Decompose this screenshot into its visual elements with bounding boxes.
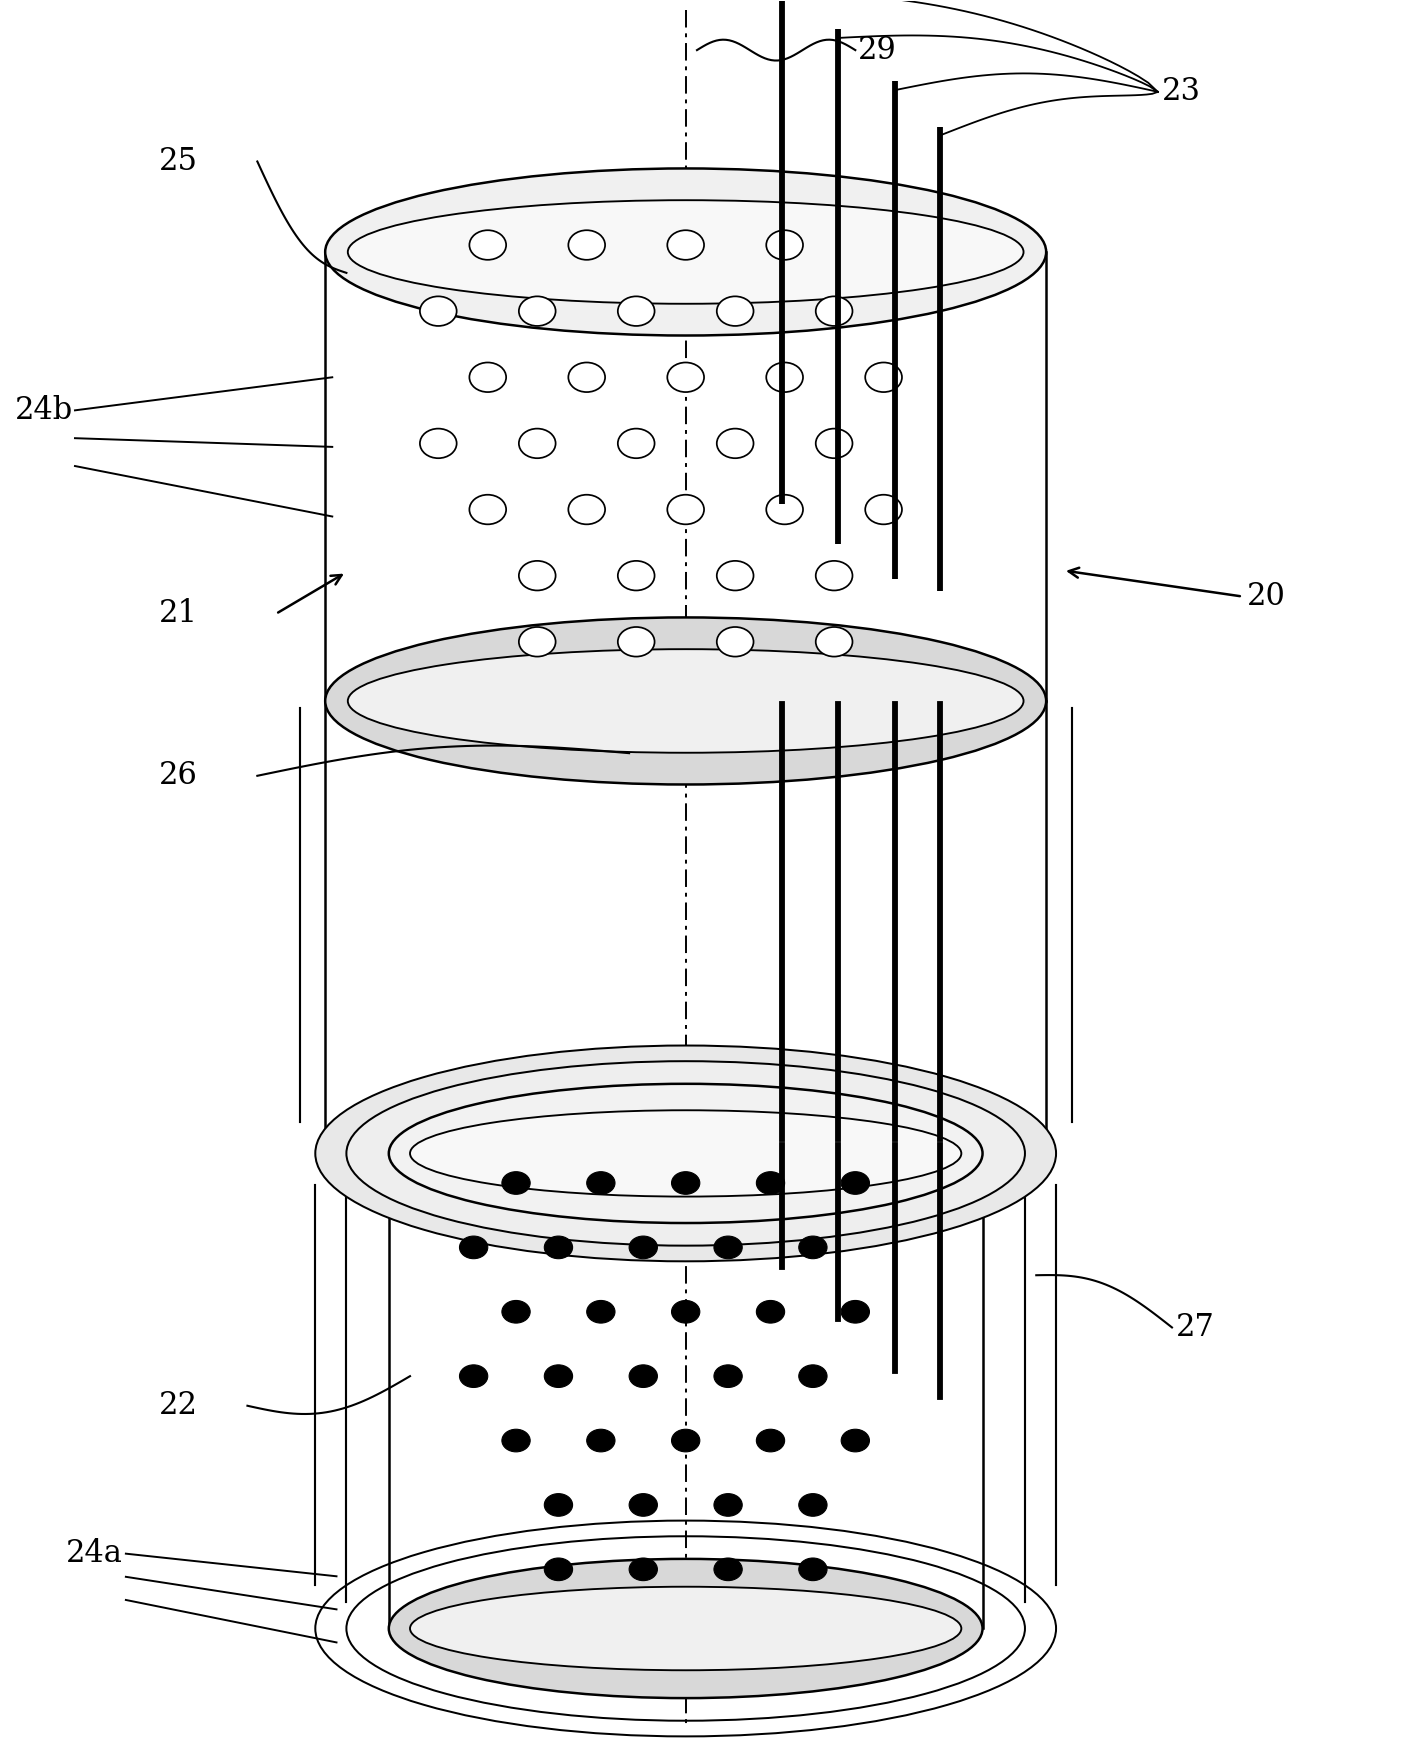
Ellipse shape: [667, 230, 704, 260]
Ellipse shape: [757, 1300, 785, 1323]
Ellipse shape: [799, 1236, 826, 1258]
Ellipse shape: [410, 1586, 962, 1670]
Ellipse shape: [799, 1365, 826, 1387]
Ellipse shape: [717, 627, 754, 657]
Ellipse shape: [502, 1300, 530, 1323]
Ellipse shape: [815, 561, 852, 591]
Ellipse shape: [714, 1236, 742, 1258]
Ellipse shape: [799, 1494, 826, 1516]
Ellipse shape: [865, 495, 902, 525]
Ellipse shape: [469, 230, 506, 260]
Ellipse shape: [420, 429, 456, 458]
Ellipse shape: [519, 627, 556, 657]
Ellipse shape: [502, 1429, 530, 1452]
Ellipse shape: [569, 495, 606, 525]
Ellipse shape: [714, 1365, 742, 1387]
Ellipse shape: [315, 1046, 1056, 1262]
Ellipse shape: [815, 296, 852, 326]
Ellipse shape: [325, 169, 1046, 335]
Ellipse shape: [519, 561, 556, 591]
Ellipse shape: [325, 617, 1046, 784]
Ellipse shape: [544, 1494, 573, 1516]
Text: 24b: 24b: [16, 396, 74, 425]
Ellipse shape: [569, 230, 606, 260]
Text: 21: 21: [158, 598, 198, 629]
Ellipse shape: [587, 1171, 616, 1194]
Ellipse shape: [618, 627, 654, 657]
Ellipse shape: [587, 1429, 616, 1452]
Text: 22: 22: [158, 1391, 198, 1421]
Ellipse shape: [389, 1558, 983, 1698]
Ellipse shape: [389, 1084, 983, 1224]
Ellipse shape: [815, 627, 852, 657]
Ellipse shape: [717, 296, 754, 326]
Ellipse shape: [767, 495, 804, 525]
Ellipse shape: [667, 495, 704, 525]
Ellipse shape: [519, 296, 556, 326]
Ellipse shape: [799, 1558, 826, 1581]
Ellipse shape: [815, 429, 852, 458]
Text: 26: 26: [158, 760, 197, 791]
Ellipse shape: [469, 363, 506, 392]
Text: 23: 23: [1161, 77, 1201, 108]
Text: 25: 25: [158, 146, 198, 178]
Ellipse shape: [628, 1494, 657, 1516]
Ellipse shape: [502, 1171, 530, 1194]
Ellipse shape: [714, 1494, 742, 1516]
Ellipse shape: [618, 429, 654, 458]
Ellipse shape: [628, 1365, 657, 1387]
Ellipse shape: [618, 561, 654, 591]
Ellipse shape: [628, 1558, 657, 1581]
Ellipse shape: [865, 363, 902, 392]
Ellipse shape: [459, 1236, 487, 1258]
Ellipse shape: [667, 363, 704, 392]
Ellipse shape: [671, 1171, 700, 1194]
Ellipse shape: [671, 1429, 700, 1452]
Ellipse shape: [346, 1061, 1025, 1246]
Text: 20: 20: [1247, 580, 1285, 612]
Ellipse shape: [410, 1110, 962, 1197]
Text: 29: 29: [858, 35, 896, 66]
Ellipse shape: [841, 1429, 869, 1452]
Ellipse shape: [348, 648, 1023, 753]
Text: 24a: 24a: [66, 1537, 123, 1569]
Ellipse shape: [459, 1365, 487, 1387]
Ellipse shape: [544, 1236, 573, 1258]
Ellipse shape: [767, 230, 804, 260]
Text: 27: 27: [1176, 1312, 1216, 1342]
Ellipse shape: [544, 1558, 573, 1581]
Ellipse shape: [420, 296, 456, 326]
Ellipse shape: [628, 1236, 657, 1258]
Ellipse shape: [348, 200, 1023, 303]
Ellipse shape: [841, 1171, 869, 1194]
Ellipse shape: [714, 1558, 742, 1581]
Ellipse shape: [717, 561, 754, 591]
Ellipse shape: [671, 1300, 700, 1323]
Ellipse shape: [757, 1171, 785, 1194]
Ellipse shape: [717, 429, 754, 458]
Ellipse shape: [767, 363, 804, 392]
Ellipse shape: [587, 1300, 616, 1323]
Ellipse shape: [469, 495, 506, 525]
Ellipse shape: [841, 1300, 869, 1323]
Ellipse shape: [519, 429, 556, 458]
Ellipse shape: [618, 296, 654, 326]
Ellipse shape: [757, 1429, 785, 1452]
Ellipse shape: [569, 363, 606, 392]
Ellipse shape: [544, 1365, 573, 1387]
